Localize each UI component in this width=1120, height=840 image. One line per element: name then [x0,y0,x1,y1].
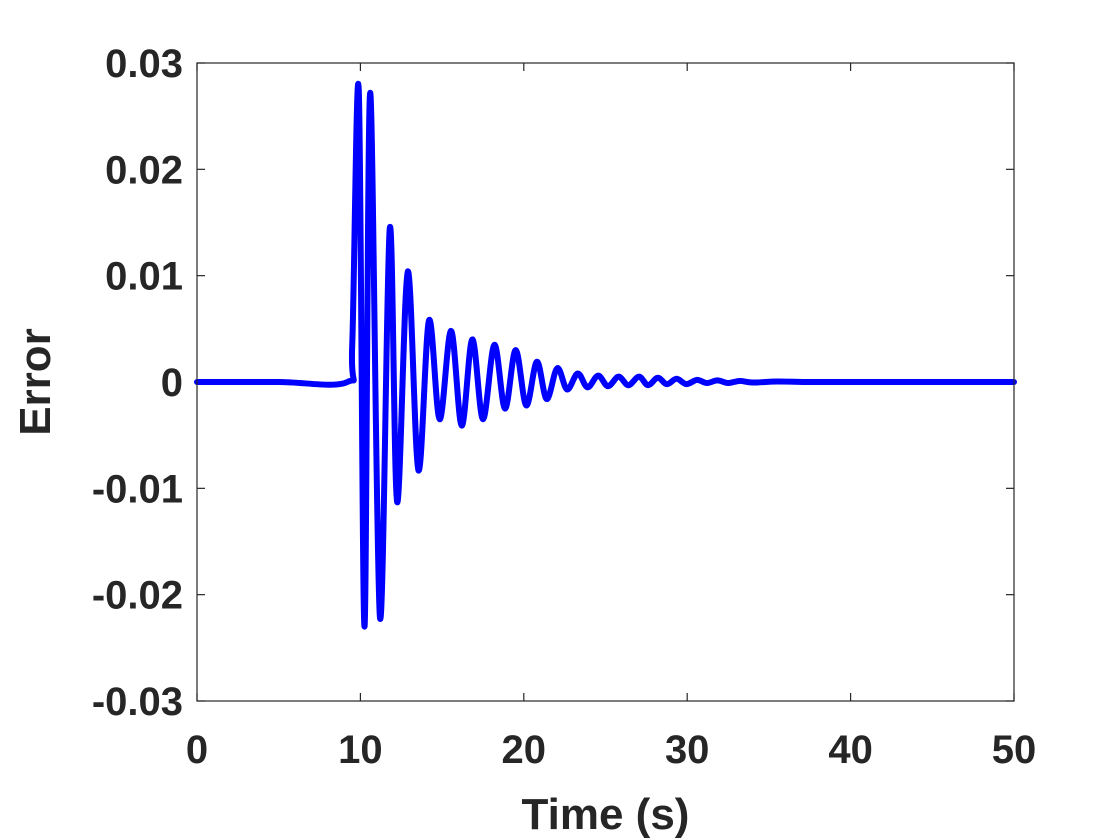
x-axis-label: Time (s) [522,790,690,839]
x-tick-label: 30 [665,728,710,772]
y-tick-label: 0.03 [105,42,183,86]
y-tick-label: -0.01 [92,467,183,511]
x-tick-label: 20 [502,728,547,772]
y-tick-label: 0.02 [105,148,183,192]
tick-labels: 0 10 20 30 40 50 -0.03 -0.02 -0.01 0 0.01 0.02 0.03 [92,42,1036,772]
series-line-0 [194,81,1017,630]
y-axis-label: Error [11,328,60,436]
y-tick-label: -0.02 [92,574,183,618]
x-tick-label: 10 [338,728,383,772]
x-tick-label: 40 [828,728,873,772]
plot-frame [196,62,1015,702]
x-tick-label: 50 [992,728,1037,772]
y-tick-label: -0.03 [92,680,183,724]
series-layer [194,81,1017,630]
y-tick-label: 0 [161,361,183,405]
x-tick-label: 0 [186,728,208,772]
y-tick-label: 0.01 [105,255,183,299]
